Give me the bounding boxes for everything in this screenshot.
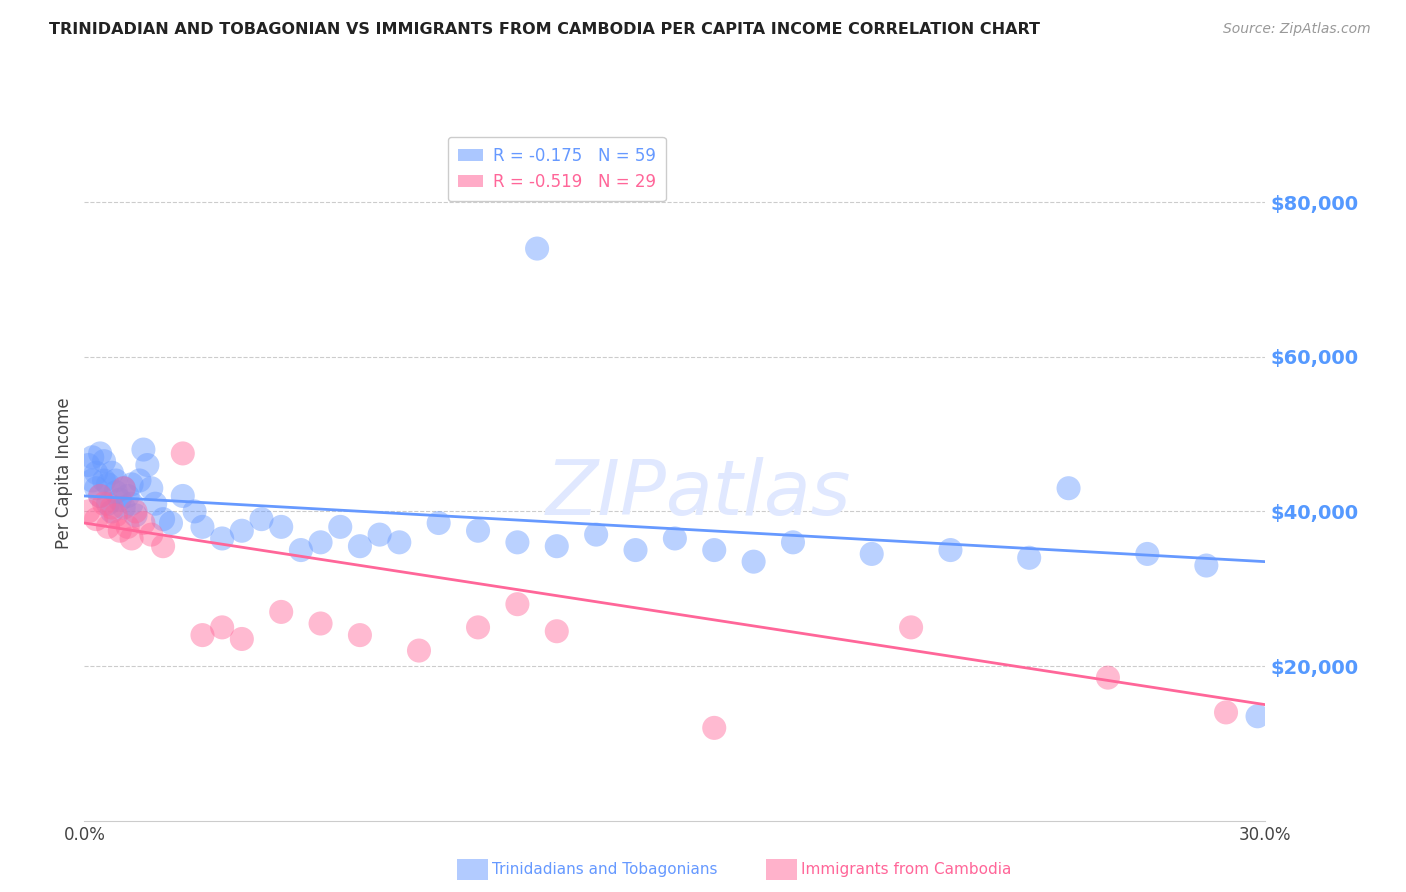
Point bbox=[97, 520, 120, 534]
Point bbox=[121, 532, 143, 546]
Point bbox=[136, 458, 159, 472]
Point bbox=[84, 466, 107, 480]
Point bbox=[82, 474, 104, 488]
Point bbox=[132, 516, 155, 530]
Point bbox=[84, 481, 107, 495]
Point bbox=[141, 527, 163, 541]
Point bbox=[84, 512, 107, 526]
Point bbox=[211, 620, 233, 634]
Point bbox=[104, 508, 127, 523]
Point bbox=[191, 628, 214, 642]
Point bbox=[388, 535, 411, 549]
Point bbox=[108, 524, 131, 538]
Point bbox=[1018, 550, 1040, 565]
Point bbox=[152, 512, 174, 526]
Point bbox=[97, 497, 120, 511]
Point bbox=[546, 624, 568, 639]
Point bbox=[585, 527, 607, 541]
Point bbox=[349, 628, 371, 642]
Point bbox=[152, 539, 174, 553]
Point bbox=[664, 532, 686, 546]
Point bbox=[104, 485, 127, 500]
Point bbox=[101, 500, 124, 515]
Point bbox=[141, 481, 163, 495]
Point bbox=[270, 520, 292, 534]
Point bbox=[546, 539, 568, 553]
Point bbox=[506, 597, 529, 611]
Point bbox=[1195, 558, 1218, 573]
Point bbox=[290, 543, 312, 558]
Point bbox=[97, 477, 120, 491]
Point bbox=[93, 474, 115, 488]
Point bbox=[526, 242, 548, 256]
Point bbox=[349, 539, 371, 553]
Point bbox=[939, 543, 962, 558]
Point bbox=[108, 492, 131, 507]
Point bbox=[368, 527, 391, 541]
Point bbox=[124, 504, 146, 518]
Text: Source: ZipAtlas.com: Source: ZipAtlas.com bbox=[1223, 22, 1371, 37]
Point bbox=[408, 643, 430, 657]
Point bbox=[101, 466, 124, 480]
Point bbox=[231, 524, 253, 538]
Point bbox=[124, 508, 146, 523]
Point bbox=[427, 516, 450, 530]
Point bbox=[89, 489, 111, 503]
Point bbox=[309, 535, 332, 549]
Point bbox=[624, 543, 647, 558]
Text: TRINIDADIAN AND TOBAGONIAN VS IMMIGRANTS FROM CAMBODIA PER CAPITA INCOME CORRELA: TRINIDADIAN AND TOBAGONIAN VS IMMIGRANTS… bbox=[49, 22, 1040, 37]
Point bbox=[703, 721, 725, 735]
Point bbox=[117, 489, 139, 503]
Point bbox=[89, 446, 111, 460]
Point bbox=[1246, 709, 1268, 723]
Text: Trinidadians and Tobagonians: Trinidadians and Tobagonians bbox=[492, 863, 717, 877]
Point bbox=[467, 524, 489, 538]
Point bbox=[1136, 547, 1159, 561]
Point bbox=[77, 458, 100, 472]
Point bbox=[1215, 706, 1237, 720]
Point bbox=[112, 481, 135, 495]
Y-axis label: Per Capita Income: Per Capita Income bbox=[55, 397, 73, 549]
Point bbox=[104, 474, 127, 488]
Point bbox=[172, 446, 194, 460]
Point bbox=[309, 616, 332, 631]
Point bbox=[93, 497, 115, 511]
Point bbox=[121, 497, 143, 511]
Text: ZIPatlas: ZIPatlas bbox=[546, 457, 851, 531]
Point bbox=[160, 516, 183, 530]
Point bbox=[101, 504, 124, 518]
Point bbox=[900, 620, 922, 634]
Point bbox=[250, 512, 273, 526]
Point bbox=[183, 504, 205, 518]
Point bbox=[211, 532, 233, 546]
Point bbox=[506, 535, 529, 549]
Point bbox=[1057, 481, 1080, 495]
Point bbox=[172, 489, 194, 503]
Point bbox=[231, 632, 253, 646]
Point bbox=[117, 520, 139, 534]
Point bbox=[782, 535, 804, 549]
Point bbox=[82, 450, 104, 465]
Point bbox=[93, 454, 115, 468]
Point bbox=[112, 481, 135, 495]
Point bbox=[860, 547, 883, 561]
Point bbox=[112, 500, 135, 515]
Point bbox=[703, 543, 725, 558]
Point bbox=[128, 474, 150, 488]
Point bbox=[191, 520, 214, 534]
Point bbox=[1097, 671, 1119, 685]
Point bbox=[270, 605, 292, 619]
Legend: R = -0.175   N = 59, R = -0.519   N = 29: R = -0.175 N = 59, R = -0.519 N = 29 bbox=[447, 136, 666, 201]
Point bbox=[121, 477, 143, 491]
Point bbox=[742, 555, 765, 569]
Point bbox=[89, 489, 111, 503]
Point bbox=[467, 620, 489, 634]
Point bbox=[132, 442, 155, 457]
Point bbox=[143, 497, 166, 511]
Point bbox=[329, 520, 352, 534]
Point bbox=[77, 504, 100, 518]
Text: Immigrants from Cambodia: Immigrants from Cambodia bbox=[801, 863, 1012, 877]
